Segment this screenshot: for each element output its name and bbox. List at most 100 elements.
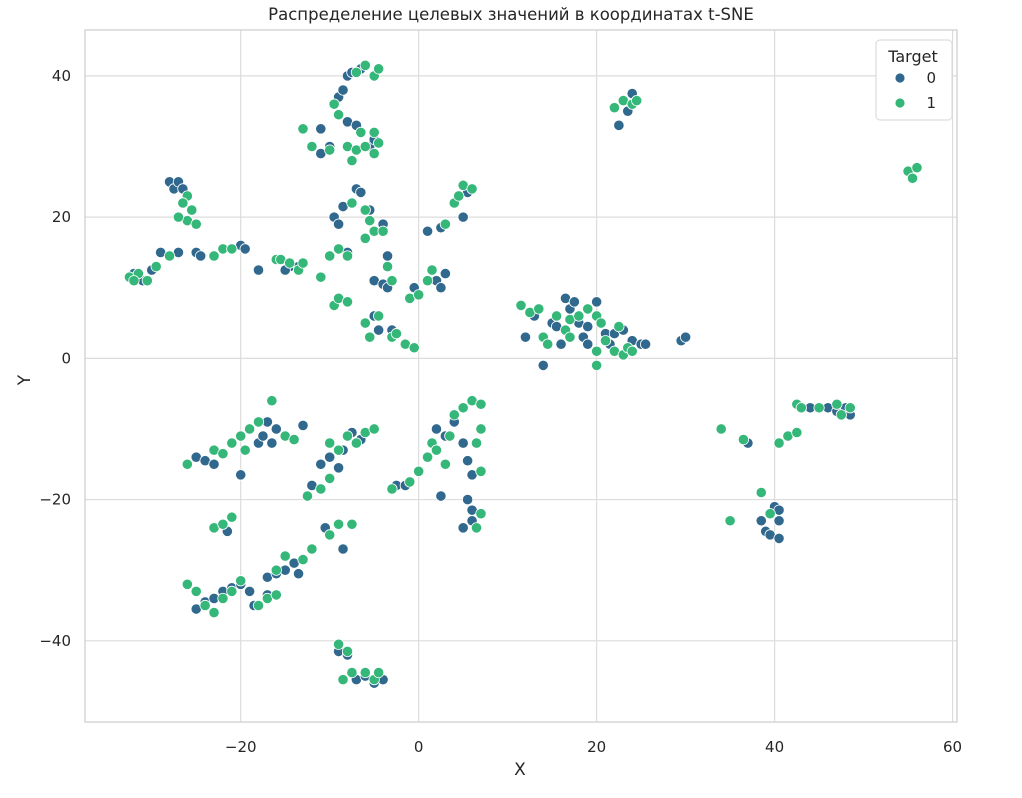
scatter-point-target-1 <box>332 109 345 121</box>
scatter-point-target-1 <box>421 275 434 287</box>
scatter-point-target-1 <box>582 303 594 315</box>
scatter-point-target-1 <box>368 423 380 435</box>
scatter-point-target-1 <box>475 508 487 520</box>
scatter-point-target-1 <box>306 543 318 555</box>
scatter-point-target-1 <box>332 518 345 530</box>
scatter-point-target-1 <box>288 433 300 446</box>
scatter-point-target-1 <box>324 472 336 484</box>
scatter-point-target-0 <box>582 338 594 350</box>
scatter-point-target-1 <box>364 215 376 227</box>
scatter-point-target-1 <box>332 638 345 650</box>
scatter-point-target-1 <box>359 317 371 329</box>
x-tick-label: 0 <box>414 738 424 756</box>
scatter-point-target-1 <box>346 155 358 167</box>
scatter-point-target-1 <box>791 426 803 439</box>
scatter-point-target-1 <box>737 433 750 446</box>
scatter-point-target-0 <box>324 451 336 463</box>
scatter-point-target-1 <box>359 140 371 153</box>
scatter-point-target-1 <box>306 140 318 153</box>
scatter-point-target-0 <box>537 359 549 372</box>
scatter-point-target-1 <box>332 243 345 255</box>
data-points <box>123 59 923 689</box>
scatter-point-target-1 <box>341 250 354 262</box>
scatter-point-target-1 <box>470 522 483 534</box>
scatter-point-target-1 <box>421 451 434 463</box>
scatter-point-target-1 <box>337 674 349 686</box>
legend-marker-0 <box>894 72 906 84</box>
x-tick-label: 40 <box>765 738 784 756</box>
scatter-point-target-1 <box>346 197 358 209</box>
scatter-point-target-0 <box>381 250 394 262</box>
scatter-point-target-0 <box>252 264 265 276</box>
scatter-point-target-1 <box>457 402 469 414</box>
scatter-point-target-0 <box>435 282 447 294</box>
scatter-point-target-0 <box>435 490 447 502</box>
scatter-point-target-1 <box>244 423 256 435</box>
scatter-point-target-1 <box>613 320 625 333</box>
scatter-point-target-1 <box>359 59 371 71</box>
scatter-point-target-0 <box>208 458 220 470</box>
scatter-point-target-1 <box>172 211 185 223</box>
scatter-point-target-1 <box>381 260 394 273</box>
scatter-point-target-1 <box>911 162 923 174</box>
scatter-point-target-0 <box>315 458 327 470</box>
scatter-point-target-1 <box>373 137 385 149</box>
x-tick-label: 20 <box>587 738 606 756</box>
legend-label-0: 0 <box>926 69 936 87</box>
scatter-point-target-1 <box>208 606 220 619</box>
scatter-point-target-1 <box>453 190 465 202</box>
legend-box <box>875 39 953 121</box>
scatter-point-target-0 <box>755 515 767 527</box>
scatter-point-target-1 <box>475 465 487 477</box>
y-tick-label: −40 <box>39 632 71 650</box>
scatter-point-target-1 <box>599 335 612 347</box>
scatter-point-target-0 <box>555 338 567 350</box>
scatter-point-target-1 <box>475 398 487 410</box>
scatter-point-target-1 <box>373 666 385 679</box>
scatter-point-target-1 <box>439 458 451 470</box>
scatter-point-target-1 <box>324 529 336 541</box>
scatter-point-target-1 <box>190 218 202 230</box>
scatter-point-target-0 <box>773 532 785 545</box>
scatter-point-target-1 <box>217 592 229 605</box>
scatter-point-target-1 <box>279 550 291 562</box>
scatter-point-target-1 <box>226 585 238 597</box>
scatter-point-target-1 <box>906 172 919 184</box>
scatter-point-target-1 <box>591 345 603 357</box>
scatter-point-target-1 <box>324 250 336 262</box>
scatter-point-target-1 <box>346 518 358 530</box>
scatter-point-target-0 <box>421 225 434 237</box>
scatter-point-target-1 <box>235 430 247 442</box>
scatter-point-target-1 <box>595 317 607 329</box>
scatter-point-target-0 <box>195 250 207 262</box>
y-tick-label: 40 <box>52 67 71 85</box>
scatter-point-target-0 <box>430 423 443 435</box>
scatter-point-target-1 <box>368 126 380 138</box>
scatter-point-target-1 <box>564 331 576 343</box>
scatter-point-target-0 <box>373 324 385 336</box>
scatter-point-target-1 <box>844 402 856 414</box>
scatter-point-target-1 <box>475 423 487 435</box>
scatter-point-target-0 <box>270 423 282 435</box>
x-axis-label: X <box>514 760 526 780</box>
scatter-point-target-1 <box>324 437 336 449</box>
scatter-point-target-1 <box>608 102 621 114</box>
scatter-point-target-1 <box>324 144 336 156</box>
scatter-point-target-1 <box>368 147 380 160</box>
scatter-point-target-1 <box>181 578 193 590</box>
legend: Target 0 1 <box>875 39 953 121</box>
scatter-point-target-1 <box>515 299 527 311</box>
scatter-point-target-1 <box>386 483 398 495</box>
scatter-point-target-0 <box>519 331 532 343</box>
scatter-point-target-1 <box>297 553 309 566</box>
scatter-point-target-0 <box>266 437 278 449</box>
scatter-point-target-0 <box>680 331 692 343</box>
scatter-point-target-0 <box>315 123 327 135</box>
x-tick-label: 60 <box>943 738 962 756</box>
y-axis-label: Y <box>15 374 35 386</box>
scatter-point-target-1 <box>715 423 727 435</box>
scatter-point-target-1 <box>373 310 385 322</box>
scatter-point-target-1 <box>364 331 376 343</box>
scatter-point-target-1 <box>439 218 451 230</box>
scatter-point-target-1 <box>270 589 282 601</box>
